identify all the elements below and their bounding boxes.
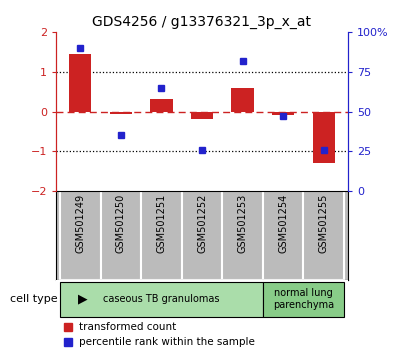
Text: GSM501249: GSM501249 bbox=[75, 194, 85, 253]
Text: GSM501254: GSM501254 bbox=[278, 194, 288, 253]
Bar bbox=[263, 191, 303, 280]
Bar bbox=[60, 191, 101, 280]
Text: GSM501252: GSM501252 bbox=[197, 194, 207, 253]
Text: GSM501253: GSM501253 bbox=[238, 194, 248, 253]
Bar bbox=[182, 191, 222, 280]
Bar bbox=[60, 281, 263, 316]
Bar bbox=[141, 191, 182, 280]
Bar bbox=[101, 191, 141, 280]
Text: transformed count: transformed count bbox=[79, 321, 177, 332]
Text: caseous TB granulomas: caseous TB granulomas bbox=[103, 294, 220, 304]
Bar bbox=[150, 99, 172, 112]
Text: normal lung
parenchyma: normal lung parenchyma bbox=[273, 288, 334, 310]
Text: percentile rank within the sample: percentile rank within the sample bbox=[79, 337, 255, 348]
Title: GDS4256 / g13376321_3p_x_at: GDS4256 / g13376321_3p_x_at bbox=[92, 16, 312, 29]
Bar bbox=[69, 54, 92, 112]
Text: cell type: cell type bbox=[10, 294, 58, 304]
Bar bbox=[232, 88, 254, 112]
Text: GSM501251: GSM501251 bbox=[156, 194, 166, 253]
Bar bbox=[312, 112, 335, 163]
Bar bbox=[191, 112, 213, 120]
Text: GSM501250: GSM501250 bbox=[116, 194, 126, 253]
Text: GSM501255: GSM501255 bbox=[319, 194, 329, 253]
Bar bbox=[263, 281, 344, 316]
Bar bbox=[272, 112, 294, 115]
Bar bbox=[110, 112, 132, 114]
Bar bbox=[303, 191, 344, 280]
Text: ▶: ▶ bbox=[78, 293, 88, 306]
Bar bbox=[222, 191, 263, 280]
